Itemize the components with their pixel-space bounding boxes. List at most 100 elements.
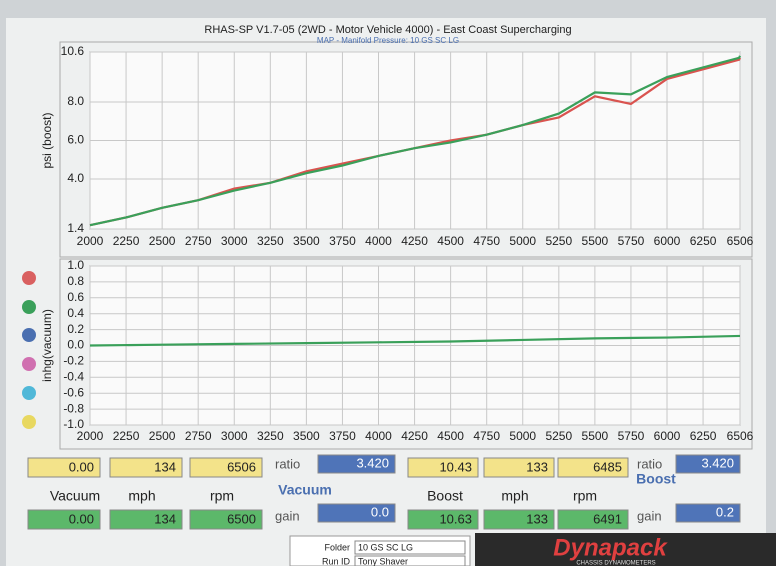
readout-value: 6485: [593, 459, 622, 474]
readout-box: [407, 509, 479, 530]
readout-value: 134: [154, 459, 176, 474]
x-tick-label: 4000: [365, 429, 392, 443]
dot: [22, 415, 36, 429]
y-tick-label: -0.6: [63, 385, 84, 399]
readout-label: mph: [128, 488, 155, 504]
x-tick-label: 4500: [437, 429, 464, 443]
chart-frame: [59, 41, 753, 258]
run-label: Run ID: [322, 556, 351, 566]
x-tick-label: 6250: [690, 234, 717, 248]
dot: [22, 357, 36, 371]
ratio-value: 3.420: [701, 455, 734, 470]
dot: [22, 271, 36, 285]
x-tick-label: 6250: [690, 429, 717, 443]
folder-label: Folder: [324, 542, 350, 552]
readout-value: 133: [526, 459, 548, 474]
readout-box: [27, 457, 101, 478]
x-tick-label: 2750: [185, 234, 212, 248]
x-tick-label: 5750: [618, 429, 645, 443]
y-tick-label: -0.8: [63, 401, 84, 415]
x-tick-label: 2250: [113, 429, 140, 443]
chart-subtitle: MAP - Manifold Pressure: 10 GS SC LG: [317, 36, 459, 45]
x-tick-label: 3750: [329, 234, 356, 248]
x-tick-label: 5000: [509, 234, 536, 248]
chart-frame: [59, 258, 753, 450]
readout-box: [109, 457, 183, 478]
ratio-label: ratio: [275, 456, 300, 471]
readout-box: [189, 457, 263, 478]
mode-label: Vacuum: [278, 482, 332, 498]
y-tick-label: -0.2: [63, 354, 84, 368]
y-tick-label: 8.0: [67, 94, 84, 108]
y-tick-label: -1.0: [63, 417, 84, 431]
x-tick-label: 4250: [401, 234, 428, 248]
gain-box: [675, 503, 741, 523]
readout-box: [109, 509, 183, 530]
y-tick-label: 0.4: [67, 306, 84, 320]
chart-title: RHAS-SP V1.7-05 (2WD - Motor Vehicle 400…: [204, 24, 571, 36]
x-tick-label: 2000: [77, 429, 104, 443]
readout-value: 134: [154, 511, 176, 526]
gain-value: 0.0: [371, 504, 389, 519]
readout-value: 133: [526, 511, 548, 526]
readout-value: 6491: [593, 511, 622, 526]
readout-label: Boost: [427, 488, 463, 504]
readout-value: 0.00: [69, 459, 94, 474]
run-value: Tony Shaver: [358, 556, 408, 566]
y-tick-label: 1.4: [67, 221, 84, 235]
dot: [22, 386, 36, 400]
readout-box: [189, 509, 263, 530]
readout-value: 6506: [227, 459, 256, 474]
y-tick-label: 0.6: [67, 290, 84, 304]
folder-value: 10 GS SC LG: [358, 542, 413, 552]
ratio-box: [317, 454, 396, 474]
x-tick-label: 4250: [401, 429, 428, 443]
readout-box: [557, 457, 629, 478]
x-tick-label: 4750: [473, 234, 500, 248]
readout-value: 0.00: [69, 511, 94, 526]
x-tick-label: 3000: [221, 429, 248, 443]
y-tick-label: 10.6: [61, 44, 85, 58]
readout-box: [27, 509, 101, 530]
x-tick-label: 5000: [509, 429, 536, 443]
gain-label: gain: [275, 508, 300, 523]
ratio-box: [675, 454, 741, 474]
y-tick-label: 0.2: [67, 322, 84, 336]
y-axis-label: psi (boost): [40, 112, 54, 168]
readout-value: 6500: [227, 511, 256, 526]
series-line: [89, 55, 742, 227]
x-tick-label: 5250: [545, 429, 572, 443]
brand-sub: CHASSIS DYNAMOMETERS: [576, 561, 655, 566]
x-tick-label: 3000: [221, 234, 248, 248]
x-tick-label: 6506: [727, 234, 754, 248]
readout-label: Vacuum: [50, 488, 100, 504]
readout-box: [483, 457, 555, 478]
y-tick-label: 0.8: [67, 274, 84, 288]
channel-dots: [22, 271, 36, 429]
x-tick-label: 2500: [149, 234, 176, 248]
brand: Dynapack: [553, 534, 668, 561]
readout-value: 10.43: [439, 459, 472, 474]
y-tick-label: 0.0: [67, 338, 84, 352]
x-tick-label: 3250: [257, 429, 284, 443]
readout-box: [407, 457, 479, 478]
y-tick-label: 6.0: [67, 133, 84, 147]
dot: [22, 300, 36, 314]
readout-label: mph: [501, 488, 528, 504]
y-tick-label: 4.0: [67, 171, 84, 185]
gain-label: gain: [637, 508, 662, 523]
readout-box: [483, 509, 555, 530]
x-tick-label: 2250: [113, 234, 140, 248]
x-tick-label: 3500: [293, 234, 320, 248]
x-tick-label: 3250: [257, 234, 284, 248]
x-tick-label: 4500: [437, 234, 464, 248]
x-tick-label: 3500: [293, 429, 320, 443]
ratio-label: ratio: [637, 456, 662, 471]
gain-box: [317, 503, 396, 523]
x-tick-label: 2000: [77, 234, 104, 248]
gain-value: 0.2: [716, 504, 734, 519]
readout-box: [557, 509, 629, 530]
x-tick-label: 2750: [185, 429, 212, 443]
ratio-value: 3.420: [356, 455, 389, 470]
dot: [22, 328, 36, 342]
